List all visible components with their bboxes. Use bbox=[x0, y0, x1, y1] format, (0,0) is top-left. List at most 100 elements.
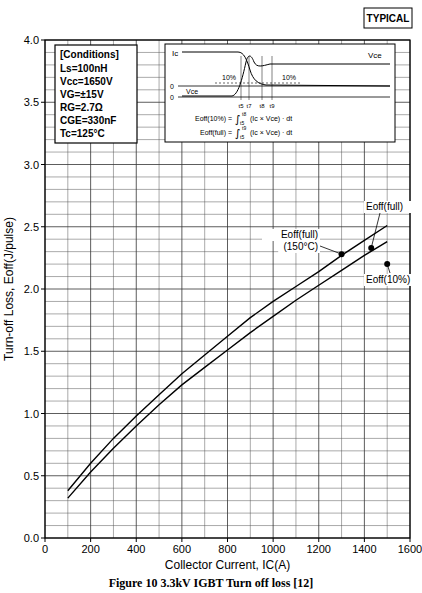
x-tick-label: 0 bbox=[42, 543, 48, 555]
annotation-dots bbox=[339, 245, 391, 267]
grid-line bbox=[45, 475, 410, 476]
badge-box bbox=[364, 8, 412, 28]
y-tick-label: 0.0 bbox=[24, 532, 39, 544]
grid-line bbox=[45, 226, 410, 227]
grid-line bbox=[45, 413, 410, 414]
x-tick-label: 1600 bbox=[398, 543, 422, 555]
series-line bbox=[68, 226, 387, 491]
annotation-bg bbox=[262, 229, 320, 241]
inset-zero-label: 0 bbox=[170, 94, 174, 101]
inset-zero-label: 0 bbox=[170, 83, 174, 90]
background bbox=[0, 0, 422, 593]
x-tick-label: 600 bbox=[173, 543, 191, 555]
y-tick bbox=[41, 413, 45, 414]
annotation-bg bbox=[278, 241, 320, 253]
annotation-point bbox=[339, 251, 345, 257]
x-tick bbox=[227, 538, 228, 542]
x-tick bbox=[364, 538, 365, 542]
y-tick-label: 1.5 bbox=[24, 345, 39, 357]
conditions-box bbox=[55, 45, 137, 143]
x-tick bbox=[90, 538, 91, 542]
x-tick bbox=[273, 538, 274, 542]
conditions-line: Tc=125°C bbox=[60, 128, 105, 139]
y-tick-label: 1.0 bbox=[24, 408, 39, 420]
y-tick-label: 3.5 bbox=[24, 96, 39, 108]
inset-vce-axis-label: Vce bbox=[186, 88, 198, 95]
grid bbox=[45, 40, 410, 538]
inset-time-label: t5 bbox=[238, 103, 244, 109]
annotation-leader bbox=[371, 213, 380, 248]
inset-time-label: t9 bbox=[269, 103, 275, 109]
conditions-line: Vcc=1650V bbox=[60, 76, 113, 87]
y-tick bbox=[41, 164, 45, 165]
y-tick-label: 4.0 bbox=[24, 34, 39, 46]
y-tick-label: 2.5 bbox=[24, 221, 39, 233]
y-tick-label: 0.5 bbox=[24, 470, 39, 482]
y-tick bbox=[41, 102, 45, 103]
inset-time-marker bbox=[241, 56, 242, 100]
caption: Figure 10 3.3kV IGBT Turn off loss [12] bbox=[109, 576, 314, 590]
inset-formula-integrand: (Ic × Vce) · dt bbox=[250, 115, 292, 123]
y-tick bbox=[41, 475, 45, 476]
conditions-title: [Conditions] bbox=[60, 49, 119, 60]
inset-time-label: t7 bbox=[246, 103, 252, 109]
inset-ic-label: Ic bbox=[172, 49, 178, 58]
x-tick bbox=[410, 538, 411, 542]
x-tick-label: 400 bbox=[127, 543, 145, 555]
grid-line bbox=[45, 351, 410, 352]
annotation-label: Eoff(10%) bbox=[366, 274, 410, 285]
inset-pct-line bbox=[215, 83, 262, 84]
grid-line bbox=[45, 289, 410, 290]
y-tick bbox=[41, 289, 45, 290]
conditions-line: VG=±15V bbox=[60, 89, 104, 100]
y-tick-label: 2.0 bbox=[24, 283, 39, 295]
x-tick bbox=[181, 538, 182, 542]
conditions-line: CGE=330nF bbox=[60, 115, 116, 126]
inset-formula-integrand: (Ic × Vce) · dt bbox=[250, 129, 292, 137]
conditions-line: RG=2.7Ω bbox=[60, 102, 103, 113]
inset-formula-lhs: Eoff(10%) = bbox=[195, 115, 232, 123]
inset-formula-upper: t9 bbox=[242, 125, 246, 131]
annotation-label: Eoff(full) bbox=[281, 229, 318, 240]
x-tick-label: 1200 bbox=[307, 543, 331, 555]
x-tick-label: 1000 bbox=[261, 543, 285, 555]
inset-pct-label: 10% bbox=[282, 74, 296, 81]
conditions: [Conditions] Ls=100nH Vcc=1650V VG=±15V RG=2… bbox=[55, 45, 137, 143]
inset-vce-label: Vce bbox=[368, 51, 382, 60]
y-tick bbox=[41, 351, 45, 352]
y-tick-label: 3.0 bbox=[24, 159, 39, 171]
y-tick bbox=[41, 226, 45, 227]
series-line bbox=[68, 242, 387, 498]
badge: TYPICAL bbox=[367, 13, 410, 24]
y-tick bbox=[41, 538, 45, 539]
x-axis-label: Collector Current, IC(A) bbox=[165, 558, 290, 572]
x-tick-label: 200 bbox=[81, 543, 99, 555]
inset-vce-wave bbox=[182, 56, 390, 96]
inset-pct-line bbox=[262, 83, 300, 84]
inset-zero-line bbox=[178, 97, 390, 98]
x-tick bbox=[136, 538, 137, 542]
y-axis-label: Turn-off Loss, Eoff(J/pulse) bbox=[2, 217, 16, 361]
annotation-leader bbox=[320, 246, 342, 254]
chart: 0 200 400 600 800 1000 1200 1400 1600 0.0 0.5 1.0 1.… bbox=[0, 0, 422, 593]
inset-ic-wave bbox=[182, 52, 390, 86]
inset: IcVceVce10%10%00t5t7t8t9Eoff(10%) =∫t8t5… bbox=[165, 44, 395, 142]
ticks: 0 200 400 600 800 1000 1200 1400 1600 0.0 0.5 1.0 1.… bbox=[24, 34, 422, 555]
x-tick-label: 1400 bbox=[352, 543, 376, 555]
x-tick-label: 800 bbox=[218, 543, 236, 555]
annotation-label: (150°C) bbox=[283, 241, 318, 252]
y-tick bbox=[41, 40, 45, 41]
grid-line bbox=[45, 164, 410, 165]
inset-time-label: t8 bbox=[259, 103, 265, 109]
conditions-line: Ls=100nH bbox=[60, 63, 108, 74]
inset-formula-upper: t8 bbox=[242, 111, 246, 117]
inset-time-marker bbox=[262, 56, 263, 100]
inset-formula-lower: t5 bbox=[240, 134, 244, 140]
inset-time-marker bbox=[249, 56, 250, 100]
inset-formula-lhs: Eoff(full) = bbox=[200, 129, 232, 137]
inset-box bbox=[165, 44, 395, 142]
annotation-leader bbox=[387, 264, 390, 273]
annotation-label: Eoff(full) bbox=[366, 201, 403, 212]
inset-pct-label: 10% bbox=[222, 74, 236, 81]
annotation-bg bbox=[364, 201, 422, 213]
